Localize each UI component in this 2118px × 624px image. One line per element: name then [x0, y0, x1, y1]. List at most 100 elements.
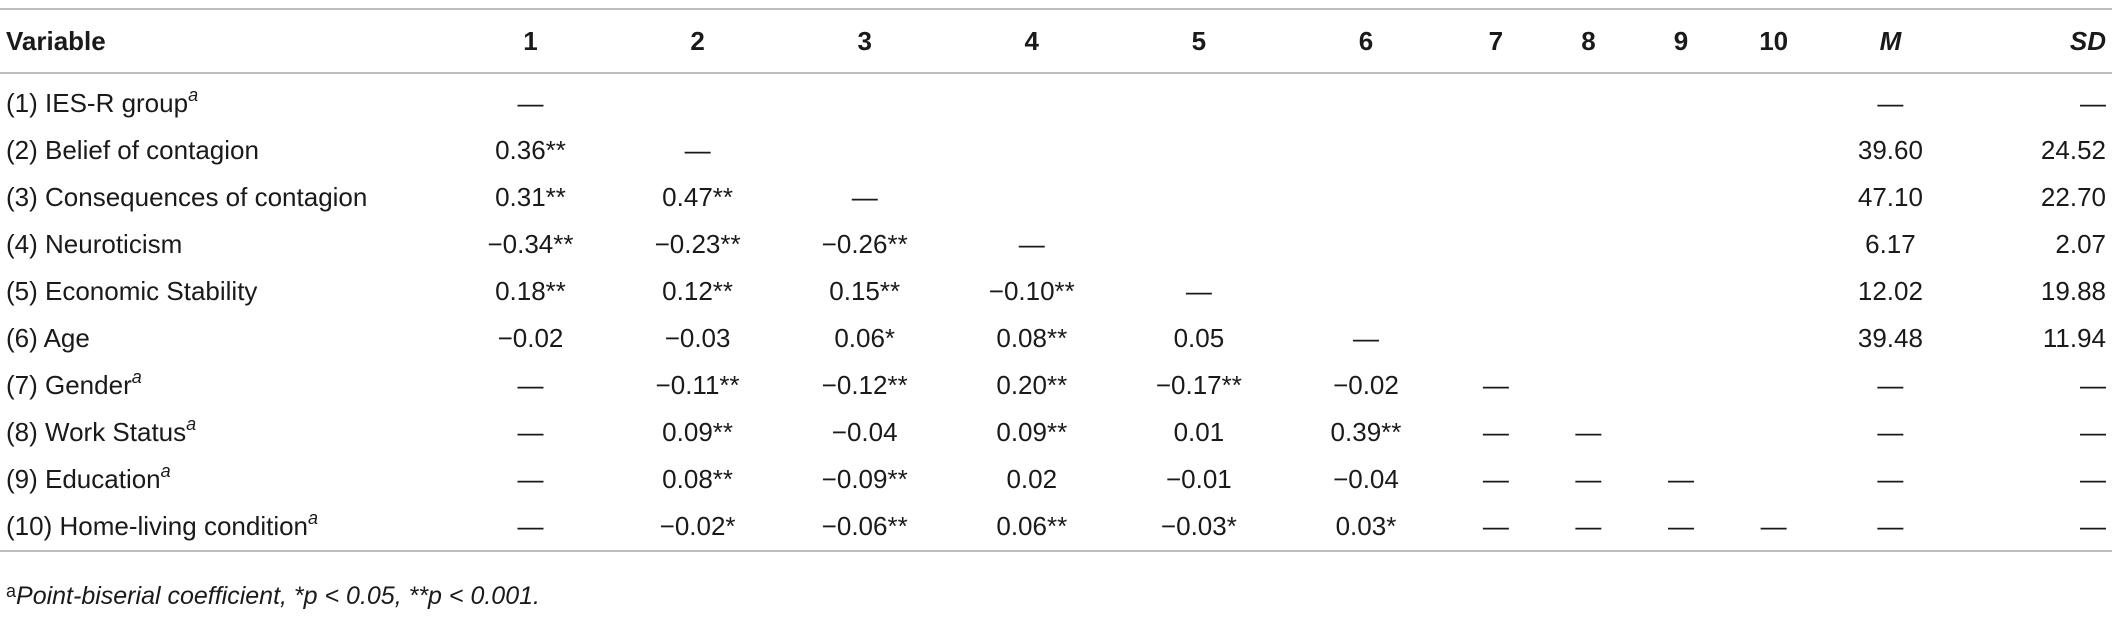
table-cell: 0.06**: [996, 511, 1068, 541]
table-cell: −0.02*: [659, 511, 736, 541]
table-cell: 0.09**: [662, 417, 734, 447]
table-cell: [1450, 315, 1543, 362]
header-col-9: 9: [1673, 25, 1689, 56]
row-label: (9) Educationa: [0, 456, 447, 503]
table-row: (3) Consequences of contagion 0.31** 0.47*…: [0, 174, 2112, 221]
table-cell: −0.04: [1333, 464, 1399, 494]
table-cell: 24.52: [2040, 135, 2106, 165]
table-cell: [1542, 73, 1635, 127]
table-cell: [1450, 174, 1543, 221]
table-cell: 39.60: [1857, 135, 1923, 165]
table-cell: [1450, 73, 1543, 127]
table-cell: [781, 73, 948, 127]
table-cell: [1727, 268, 1820, 315]
table-cell: —: [1877, 511, 1904, 541]
table-cell: [1635, 221, 1728, 268]
table-cell: [1115, 127, 1282, 174]
table-cell: —: [517, 417, 544, 447]
table-cell: −0.11**: [655, 370, 740, 400]
table-cell: [1450, 127, 1543, 174]
table-cell: [1115, 221, 1282, 268]
table-cell: −0.01: [1165, 464, 1232, 494]
row-label-text: (2) Belief of contagion: [6, 135, 259, 165]
table-cell: —: [851, 182, 878, 212]
table-cell: 0.18**: [495, 276, 566, 306]
header-variable: Variable: [6, 25, 106, 56]
table-cell: —: [1575, 464, 1602, 494]
row-label-text: (9) Education: [6, 464, 161, 494]
table-cell: 0.39**: [1330, 417, 1402, 447]
table-cell: [1635, 315, 1728, 362]
table-cell: —: [2080, 88, 2106, 118]
table-cell: [1542, 174, 1635, 221]
table-cell: [1727, 456, 1820, 503]
footnote-mark: a: [6, 581, 17, 601]
row-label-text: (5) Economic Stability: [6, 276, 258, 306]
table-cell: −0.34**: [487, 229, 574, 259]
row-label: (5) Economic Stability: [0, 268, 447, 315]
table-cell: −0.03: [664, 323, 731, 353]
table-cell: −0.02: [497, 323, 564, 353]
table-cell: [1727, 73, 1820, 127]
table-row: (10) Home-living conditiona — −0.02* −0.06*…: [0, 503, 2112, 551]
table-cell: [1727, 221, 1820, 268]
table-cell: 22.70: [2040, 182, 2106, 212]
table-cell: [1282, 127, 1449, 174]
header-col-6: 6: [1358, 25, 1374, 56]
table-cell: [1282, 221, 1449, 268]
table-cell: [948, 174, 1115, 221]
table-cell: −0.23**: [654, 229, 741, 259]
correlation-table: Variable 1 2 3 4 5 6 7 8 9 10 M SD (1) IES-R groupa —…: [0, 8, 2112, 552]
header-col-2: 2: [690, 25, 705, 56]
table-cell: 0.20**: [996, 370, 1068, 400]
table-cell: —: [2080, 370, 2106, 400]
row-label: (3) Consequences of contagion: [0, 174, 447, 221]
table-cell: [1635, 73, 1728, 127]
table-cell: —: [2080, 464, 2106, 494]
table-cell: 6.17: [1865, 229, 1916, 259]
footnote-text: Point-biserial coefficient, *p < 0.05, *…: [16, 582, 540, 610]
table-cell: 12.02: [1857, 276, 1923, 306]
table-cell: −0.09**: [821, 464, 908, 494]
table-cell: —: [1482, 417, 1509, 447]
table-body: (1) IES-R groupa — — — (2) Belief of contagi…: [0, 73, 2112, 551]
header-col-8: 8: [1581, 25, 1596, 56]
row-label-text: (10) Home-living condition: [6, 511, 309, 541]
table-cell: —: [1877, 417, 1904, 447]
row-label-mark: a: [131, 367, 142, 387]
table-cell: —: [684, 135, 711, 165]
table-cell: [1542, 315, 1635, 362]
table-cell: 0.03*: [1335, 511, 1397, 541]
table-cell: [1282, 73, 1449, 127]
table-cell: [1542, 221, 1635, 268]
table-cell: —: [1482, 464, 1509, 494]
table-cell: 19.88: [2040, 276, 2106, 306]
table-cell: —: [2080, 511, 2106, 541]
table-cell: —: [517, 511, 544, 541]
table-cell: 0.09**: [996, 417, 1068, 447]
table-cell: —: [1877, 88, 1904, 118]
table-cell: −0.04: [831, 417, 898, 447]
header-col-10: 10: [1759, 25, 1789, 56]
header-col-4: 4: [1024, 25, 1040, 56]
table-cell: —: [1575, 417, 1602, 447]
row-label-text: (3) Consequences of contagion: [6, 182, 368, 212]
table-cell: 0.15**: [829, 276, 901, 306]
table-cell: —: [1482, 511, 1509, 541]
table-row: (2) Belief of contagion 0.36** — 39.60 24.52: [0, 127, 2112, 174]
row-label: (2) Belief of contagion: [0, 127, 447, 174]
table-row: (5) Economic Stability 0.18** 0.12** 0.15**…: [0, 268, 2112, 315]
table-cell: 0.08**: [662, 464, 734, 494]
table-cell: 11.94: [2042, 323, 2106, 353]
table-cell: [1542, 268, 1635, 315]
table-cell: [1727, 174, 1820, 221]
table-cell: [1635, 362, 1728, 409]
table-cell: [948, 73, 1115, 127]
table-cell: −0.10**: [988, 276, 1075, 306]
table-cell: [1542, 362, 1635, 409]
table-cell: 0.36**: [495, 135, 566, 165]
table-cell: [1727, 315, 1820, 362]
table-cell: 47.10: [1857, 182, 1923, 212]
table-cell: —: [1760, 511, 1787, 541]
table-cell: 0.31**: [495, 182, 566, 212]
